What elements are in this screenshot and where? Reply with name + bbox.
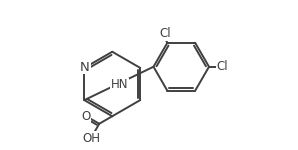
Text: Cl: Cl	[216, 60, 228, 73]
Text: OH: OH	[83, 132, 101, 145]
Text: HN: HN	[111, 78, 128, 92]
Text: O: O	[81, 110, 90, 123]
Text: Cl: Cl	[159, 27, 171, 40]
Text: N: N	[80, 61, 90, 74]
